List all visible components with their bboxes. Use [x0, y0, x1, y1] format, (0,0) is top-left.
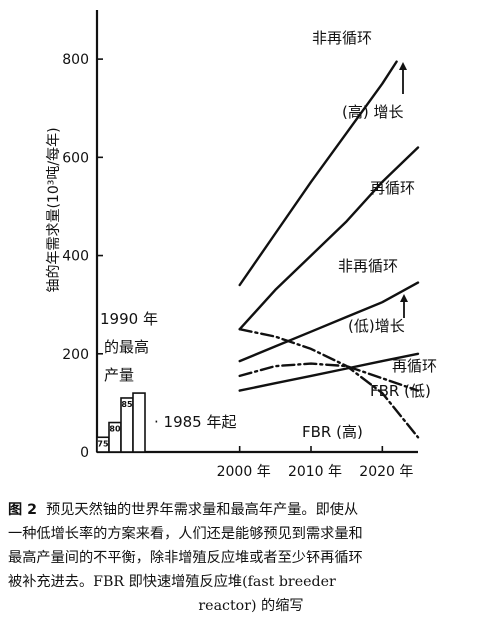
- production-bar-label: 75: [97, 439, 109, 448]
- series-line: [238, 281, 420, 363]
- series-line: [238, 60, 398, 287]
- label-peak-1990-line1: 1990 年: [100, 310, 158, 328]
- label-fbr-low: FBR (低): [370, 382, 431, 400]
- label-fbr-high: FBR (高): [302, 423, 363, 441]
- label-high-growth: (高) 增长: [342, 103, 403, 121]
- y-tick-label: 400: [62, 249, 89, 265]
- caption-line-3: 最高产量间的不平衡，除非增殖反应堆或者至少钚再循环: [8, 550, 363, 566]
- label-since-1985: · 1985 年起: [154, 413, 236, 431]
- production-bar: [132, 392, 146, 453]
- y-tick-label: 200: [62, 347, 89, 363]
- caption-line-4: 被补充进去。FBR 即快速增殖反应堆(fast breeder: [8, 574, 336, 590]
- label-recycle-low: 再循环: [392, 357, 437, 375]
- label-peak-1990-line2: 的最高: [104, 338, 149, 356]
- series-line: [238, 328, 420, 439]
- caption-line-1: 预见天然铀的世界年需求量和最高年产量。即使从: [46, 502, 359, 518]
- y-tick-label: 800: [62, 52, 89, 68]
- x-tick-label: 2000 年: [217, 464, 271, 480]
- x-tick-label: 2010 年: [288, 464, 342, 480]
- label-nonrecycle-low: 非再循环: [338, 257, 398, 275]
- production-bar-label: 85: [121, 400, 133, 409]
- figure-label: 图 2: [8, 502, 37, 518]
- caption-line-2: 一种低增长率的方案来看，人们还是能够预见到需求量和: [8, 526, 363, 542]
- y-axis-label: 铀的年需求量(10³吨/每年): [46, 127, 62, 292]
- y-tick-label: 600: [62, 150, 89, 166]
- series-line: [238, 146, 420, 331]
- growth-arrowhead: [399, 62, 407, 70]
- x-tick-label: 2020 年: [359, 464, 413, 480]
- axes: 0 200 400 600 800 2000 年 2010 年 2020 年: [62, 10, 418, 480]
- growth-arrows: [399, 62, 408, 318]
- series-lines: [238, 60, 420, 439]
- label-nonrecycle-high: 非再循环: [312, 29, 372, 47]
- growth-arrowhead: [400, 294, 408, 302]
- production-bar-label: 80: [109, 425, 121, 434]
- label-recycle-high: 再循环: [370, 179, 415, 197]
- label-low-growth: (低)增长: [348, 317, 405, 335]
- figure-caption: 图 2 预见天然铀的世界年需求量和最高年产量。即使从 一种低增长率的方案来看，人…: [8, 498, 494, 618]
- caption-line-5: reactor) 的缩写: [198, 598, 304, 614]
- series-line: [238, 362, 420, 392]
- label-peak-1990-line3: 产量: [104, 366, 134, 384]
- series-line: [238, 352, 420, 392]
- y-tick-label: 0: [80, 445, 89, 461]
